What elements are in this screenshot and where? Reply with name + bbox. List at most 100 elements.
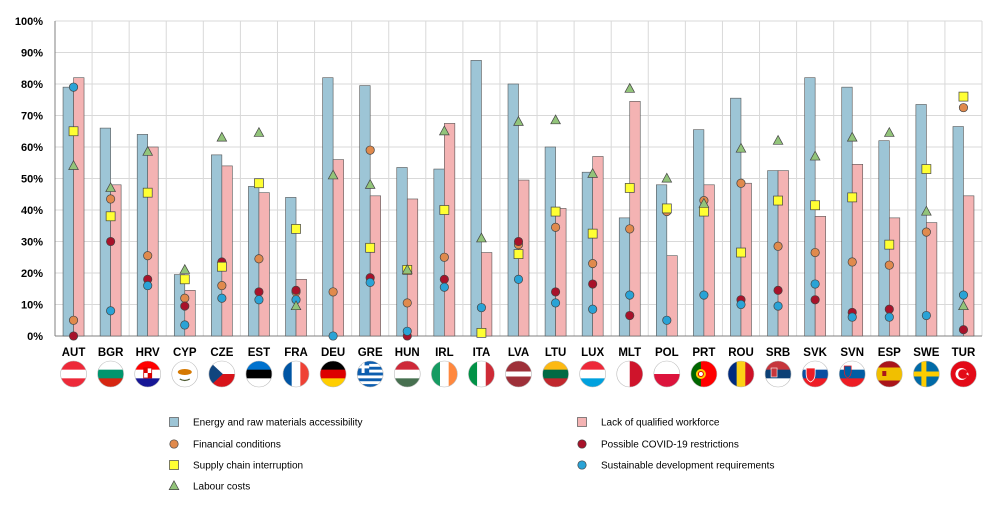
- x-tick-label: CYP: [173, 347, 197, 359]
- bar-lack-of-qualified-workforce-est: [258, 192, 270, 337]
- marker-possible-covid-19-restrictions-fra: [291, 285, 301, 295]
- marker-labour-costs-ltu: [550, 114, 561, 125]
- marker-supply-chain-interruption-rou: [736, 247, 746, 258]
- legend-label: Sustainable development requirements: [601, 461, 774, 472]
- flag-esp-icon: [875, 360, 903, 388]
- marker-financial-conditions-irl: [439, 252, 449, 262]
- x-tick-label: MLT: [618, 347, 641, 359]
- marker-supply-chain-interruption-ita: [476, 328, 487, 338]
- bar-energy-and-raw-materials-accessibility-bgr: [99, 127, 111, 337]
- marker-labour-costs-lux: [587, 167, 599, 178]
- marker-supply-chain-interruption-hrv: [142, 187, 153, 198]
- marker-sustainable-development-requirements-swe: [921, 310, 931, 321]
- x-tick-label: HRV: [136, 347, 160, 359]
- legend-swatch: [169, 417, 179, 427]
- marker-labour-costs-gre: [364, 178, 376, 189]
- bar-lack-of-qualified-workforce-deu: [332, 159, 344, 337]
- marker-labour-costs-swe: [920, 205, 932, 216]
- marker-labour-costs-mlt: [624, 82, 636, 93]
- flag-hrv-icon: [134, 360, 161, 388]
- marker-supply-chain-interruption-aut: [68, 126, 79, 137]
- y-tick-label: 80%: [21, 79, 43, 91]
- flag-mlt-icon: [616, 360, 644, 388]
- y-tick-label: 100%: [15, 16, 43, 28]
- marker-labour-costs-esp: [883, 126, 895, 137]
- marker-financial-conditions-aut: [68, 315, 79, 325]
- bar-energy-and-raw-materials-accessibility-gre: [359, 85, 371, 337]
- marker-financial-conditions-svk: [810, 247, 820, 258]
- marker-sustainable-development-requirements-irl: [439, 282, 449, 292]
- legend-item-labour-costs: Labour costs: [168, 480, 250, 493]
- marker-possible-covid-19-restrictions-bgr: [106, 236, 116, 247]
- marker-financial-conditions-srb: [773, 241, 783, 251]
- bar-energy-and-raw-materials-accessibility-ltu: [544, 146, 556, 337]
- bar-energy-and-raw-materials-accessibility-hun: [396, 167, 408, 337]
- legend-item-possible-covid-19-restrictions: Possible COVID-19 restrictions: [577, 439, 739, 451]
- x-tick-label: LTU: [545, 347, 567, 359]
- x-tick-label: SVN: [840, 347, 864, 359]
- marker-supply-chain-interruption-fra: [291, 224, 301, 234]
- marker-sustainable-development-requirements-bgr: [106, 306, 116, 316]
- legend-item-supply-chain-interruption: Supply chain interruption: [169, 460, 303, 472]
- x-tick-label: POL: [655, 347, 679, 359]
- y-tick-label: 60%: [21, 142, 43, 154]
- flag-gre-icon: [356, 360, 384, 388]
- marker-labour-costs-fra: [290, 300, 302, 311]
- bar-lack-of-qualified-workforce-svk: [814, 216, 826, 337]
- legend-swatch: [168, 480, 180, 490]
- marker-sustainable-development-requirements-cze: [217, 293, 227, 303]
- flag-cyp-icon: [171, 360, 199, 388]
- bar-lack-of-qualified-workforce-prt: [703, 184, 715, 337]
- marker-labour-costs-deu: [327, 169, 339, 180]
- y-tick-label: 30%: [21, 237, 43, 249]
- flag-lva-icon: [505, 360, 532, 388]
- legend-item-energy-and-raw-materials-accessibility: Energy and raw materials accessibility: [169, 417, 363, 429]
- x-tick-label: ROU: [728, 347, 754, 359]
- bar-lack-of-qualified-workforce-gre: [369, 195, 381, 337]
- bar-lack-of-qualified-workforce-cyp: [184, 290, 196, 337]
- x-tick-label: FRA: [284, 347, 308, 359]
- marker-possible-covid-19-restrictions-cyp: [180, 301, 190, 311]
- legend-swatch: [577, 460, 587, 470]
- marker-sustainable-development-requirements-svn: [847, 312, 857, 322]
- bar-lack-of-qualified-workforce-cze: [221, 165, 233, 337]
- y-tick-label: 50%: [21, 174, 43, 186]
- bar-energy-and-raw-materials-accessibility-srb: [767, 170, 779, 337]
- legend-label: Supply chain interruption: [193, 461, 303, 472]
- bar-lack-of-qualified-workforce-aut: [73, 77, 85, 337]
- flag-lux-icon: [579, 360, 606, 388]
- marker-financial-conditions-ltu: [551, 222, 561, 232]
- marker-possible-covid-19-restrictions-srb: [773, 285, 783, 295]
- bar-lack-of-qualified-workforce-ita: [481, 252, 493, 337]
- x-tick-label: TUR: [952, 347, 976, 359]
- marker-labour-costs-hun: [401, 263, 413, 274]
- bar-energy-and-raw-materials-accessibility-cze: [211, 154, 223, 337]
- x-tick-label: ESP: [878, 347, 901, 359]
- flag-est-icon: [245, 360, 273, 388]
- flag-fra-icon: [282, 360, 310, 388]
- legend-item-sustainable-development-requirements: Sustainable development requirements: [577, 460, 774, 472]
- marker-labour-costs-cze: [216, 131, 228, 142]
- flag-ltu-icon: [542, 360, 569, 388]
- bar-energy-and-raw-materials-accessibility-aut: [62, 86, 74, 337]
- x-tick-label: AUT: [62, 347, 86, 359]
- marker-possible-covid-19-restrictions-irl: [439, 274, 449, 284]
- bar-energy-and-raw-materials-accessibility-ita: [470, 60, 482, 337]
- marker-sustainable-development-requirements-ltu: [551, 298, 561, 308]
- marker-financial-conditions-deu: [328, 287, 338, 297]
- marker-supply-chain-interruption-svn: [847, 192, 858, 203]
- marker-financial-conditions-swe: [921, 227, 931, 237]
- x-tick-label: ITA: [473, 347, 491, 359]
- legend-label: Financial conditions: [193, 440, 281, 451]
- bar-lack-of-qualified-workforce-mlt: [629, 101, 641, 337]
- flag-irl-icon: [431, 360, 458, 388]
- x-tick-label: HUN: [395, 347, 420, 359]
- marker-supply-chain-interruption-lva: [513, 249, 524, 259]
- legend-swatch: [577, 417, 587, 427]
- x-tick-label: BGR: [98, 347, 124, 359]
- x-tick-label: GRE: [358, 347, 383, 359]
- marker-possible-covid-19-restrictions-tur: [958, 325, 969, 335]
- marker-sustainable-development-requirements-est: [254, 295, 264, 305]
- marker-sustainable-development-requirements-cyp: [180, 320, 190, 330]
